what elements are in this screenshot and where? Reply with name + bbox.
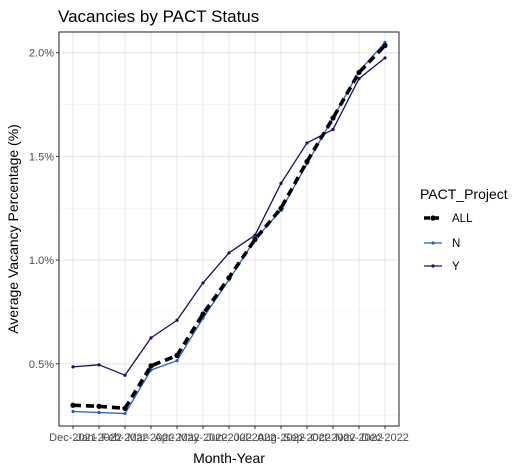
point-all — [122, 405, 128, 411]
point-y — [357, 77, 361, 81]
legend: PACT_Project ALL NY — [420, 186, 508, 273]
point-y — [331, 127, 335, 132]
x-tick-label: Oct-2022 — [310, 432, 355, 444]
point-n — [71, 409, 75, 414]
point-all — [382, 42, 388, 49]
legend-key-point-y — [431, 264, 435, 268]
point-y — [71, 365, 75, 369]
x-tick-label: Jan-2022 — [76, 432, 122, 444]
x-tick-label: Nov-2022 — [335, 432, 383, 444]
legend-label-y: Y — [452, 261, 460, 273]
point-all — [70, 402, 76, 408]
point-n — [97, 410, 101, 415]
legend-title: PACT_Project — [420, 186, 508, 202]
y-tick-label: 2.0% — [29, 48, 54, 60]
y-tick-label: 1.5% — [29, 151, 54, 163]
point-n — [123, 411, 127, 416]
point-all — [304, 159, 310, 165]
point-y — [305, 141, 309, 145]
point-all — [330, 115, 336, 121]
x-axis-title: Month-Year — [193, 450, 265, 466]
point-all — [148, 363, 154, 369]
point-y — [253, 233, 257, 237]
point-all — [174, 352, 180, 359]
legend-key-point-all — [430, 215, 436, 221]
point-y — [175, 318, 179, 322]
x-tick-label: Aug-2022 — [257, 432, 305, 444]
x-tick-label: Dec-2022 — [361, 432, 409, 444]
x-tick-label: Dec-2021 — [49, 432, 97, 444]
point-y — [123, 373, 127, 377]
y-axis-title: Average Vacancy Percentage (%) — [5, 124, 21, 334]
x-tick-label: Mar-2022 — [127, 432, 174, 444]
legend-label-n: N — [452, 238, 460, 250]
x-tick-label: Feb-2022 — [101, 432, 148, 444]
point-all — [252, 236, 258, 242]
x-tick-label: Sep-2022 — [283, 432, 331, 444]
point-all — [96, 403, 102, 409]
point-all — [278, 205, 284, 211]
chart-title: Vacancies by PACT Status — [58, 7, 259, 26]
x-tick-label: Jun-2022 — [206, 432, 252, 444]
gridlines — [59, 32, 399, 426]
point-all — [226, 275, 232, 281]
x-tick-label: Apr-2022 — [154, 432, 199, 444]
y-tick-label: 1.0% — [29, 255, 54, 267]
point-y — [227, 251, 231, 255]
x-tick-label: May-2022 — [179, 432, 228, 444]
point-y — [149, 336, 153, 340]
point-y — [201, 281, 205, 285]
point-all — [356, 69, 362, 76]
point-y — [383, 56, 387, 60]
x-tick-label: Jul-2022 — [234, 432, 276, 444]
legend-label-all: ALL — [452, 213, 473, 225]
axes: 0.5% 1.0% 1.5% 2.0% Dec-2021Jan-2022Feb-2022… — [29, 31, 409, 444]
series-layer — [70, 40, 388, 416]
point-n — [175, 359, 179, 363]
y-tick-label: 0.5% — [29, 359, 54, 371]
point-y — [97, 363, 101, 367]
point-all — [200, 311, 206, 317]
point-y — [279, 181, 283, 185]
legend-key-point-n — [431, 241, 435, 245]
